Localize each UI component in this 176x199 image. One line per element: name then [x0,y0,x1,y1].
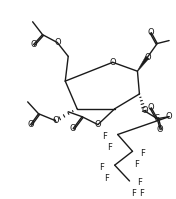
Text: F: F [102,132,107,141]
Text: F: F [139,189,144,198]
Text: F: F [134,160,139,169]
Text: F: F [99,163,104,172]
Text: S: S [155,114,160,123]
Text: O: O [148,103,155,112]
Text: F: F [137,179,142,187]
Polygon shape [137,56,149,71]
Text: F: F [104,174,109,182]
Text: O: O [144,53,151,62]
Text: O: O [52,116,59,125]
Text: O: O [148,28,155,37]
Text: F: F [140,149,145,158]
Text: O: O [70,124,77,133]
Text: F: F [131,189,136,198]
Text: O: O [30,40,37,49]
Text: O: O [141,106,148,115]
Text: O: O [27,120,34,129]
Text: O: O [95,120,101,129]
Text: O: O [54,38,61,47]
Text: F: F [107,143,112,152]
Text: O: O [166,112,172,121]
Text: O: O [109,58,116,67]
Text: O: O [157,125,164,134]
